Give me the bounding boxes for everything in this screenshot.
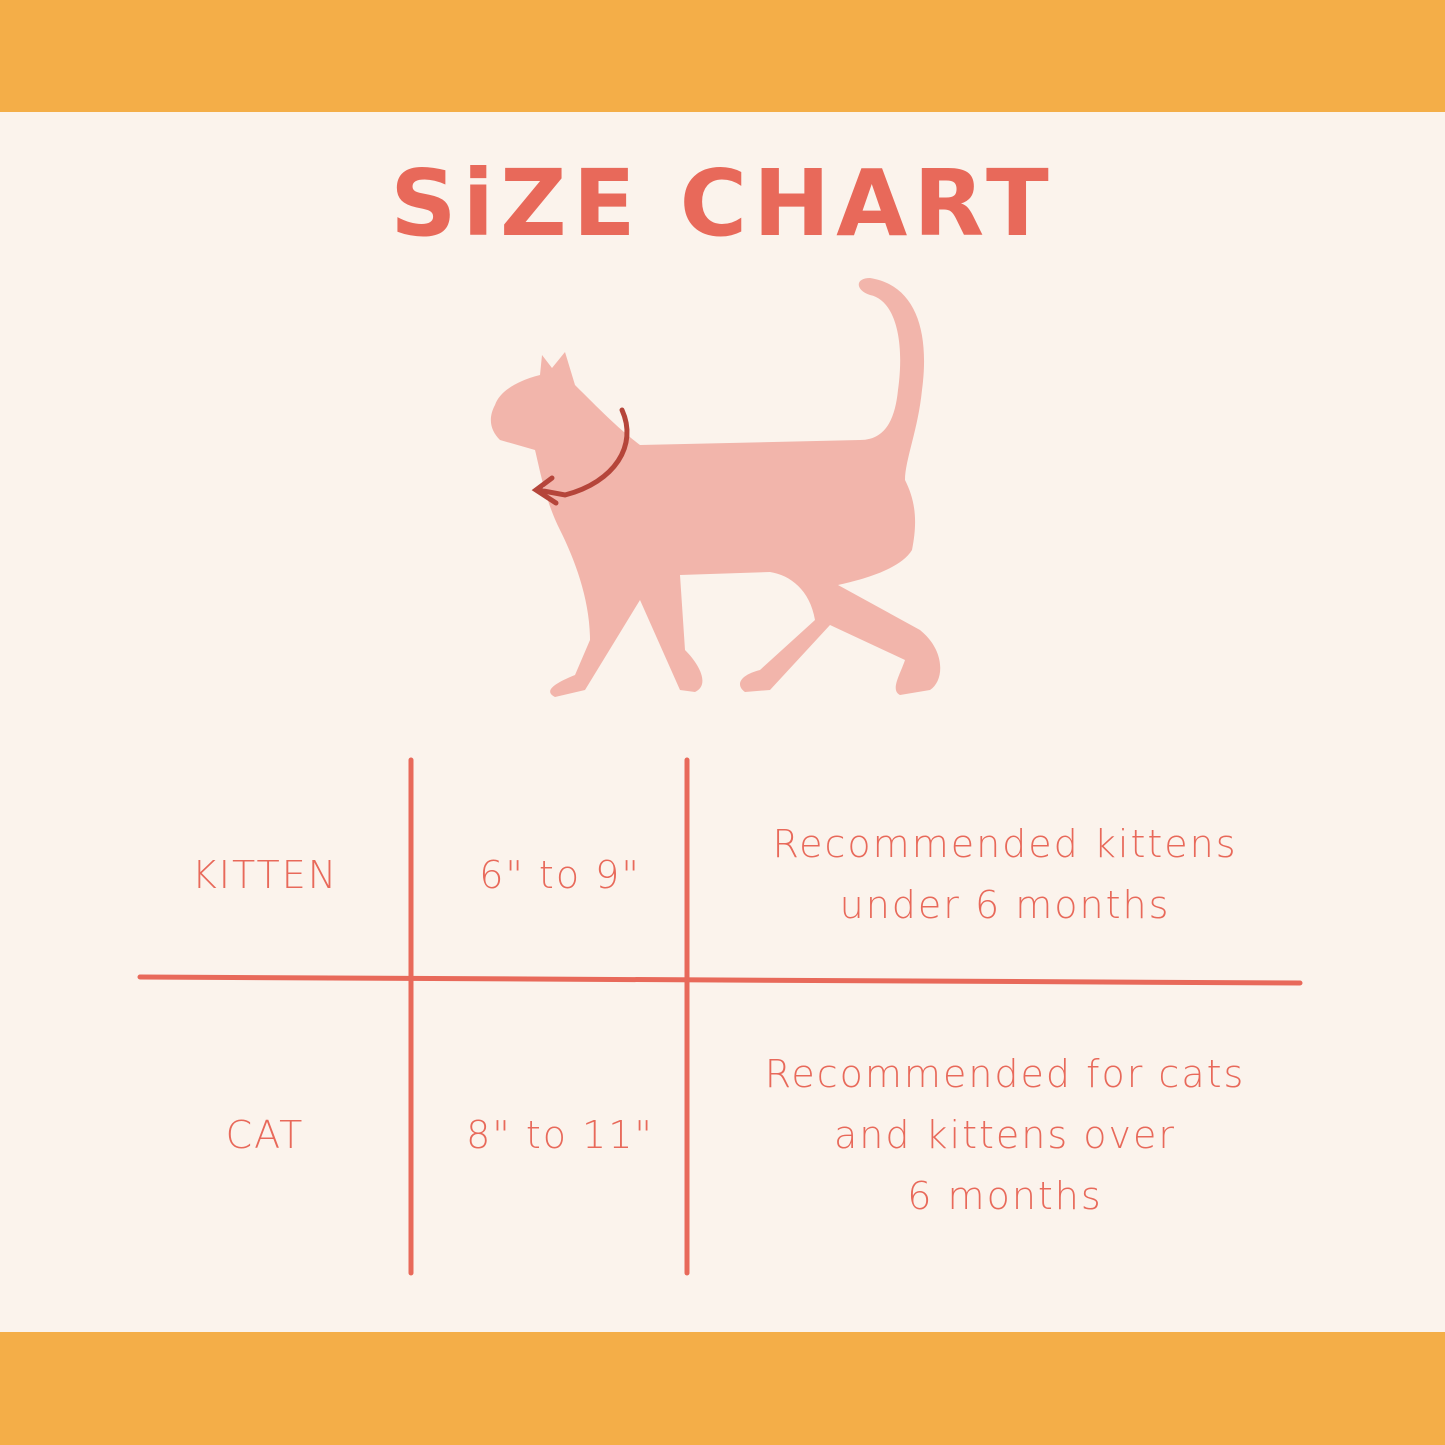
note-line: Recommended for cats [764, 1052, 1246, 1096]
top-band [0, 0, 1445, 112]
note-line: and kittens over [833, 1113, 1176, 1157]
size-label: KITTEN [191, 853, 339, 897]
size-range: 8" to 11" [466, 1113, 654, 1157]
collar-arrow-icon [531, 407, 630, 506]
size-range: 6" to 9" [479, 853, 641, 897]
note-line: 6 months [907, 1174, 1103, 1218]
note-line: Recommended kittens [772, 822, 1238, 866]
bottom-band [0, 1332, 1445, 1445]
row-divider [137, 974, 1303, 986]
table-grid [137, 757, 1303, 1276]
note-line: under 6 months [839, 883, 1171, 927]
cat-icon [490, 278, 941, 697]
size-note: Recommended kittens under 6 months [700, 814, 1310, 936]
size-label: CAT [225, 1113, 305, 1157]
page-title: SiZE CHART [390, 150, 1055, 257]
size-note: Recommended for cats and kittens over 6 … [700, 1044, 1310, 1227]
